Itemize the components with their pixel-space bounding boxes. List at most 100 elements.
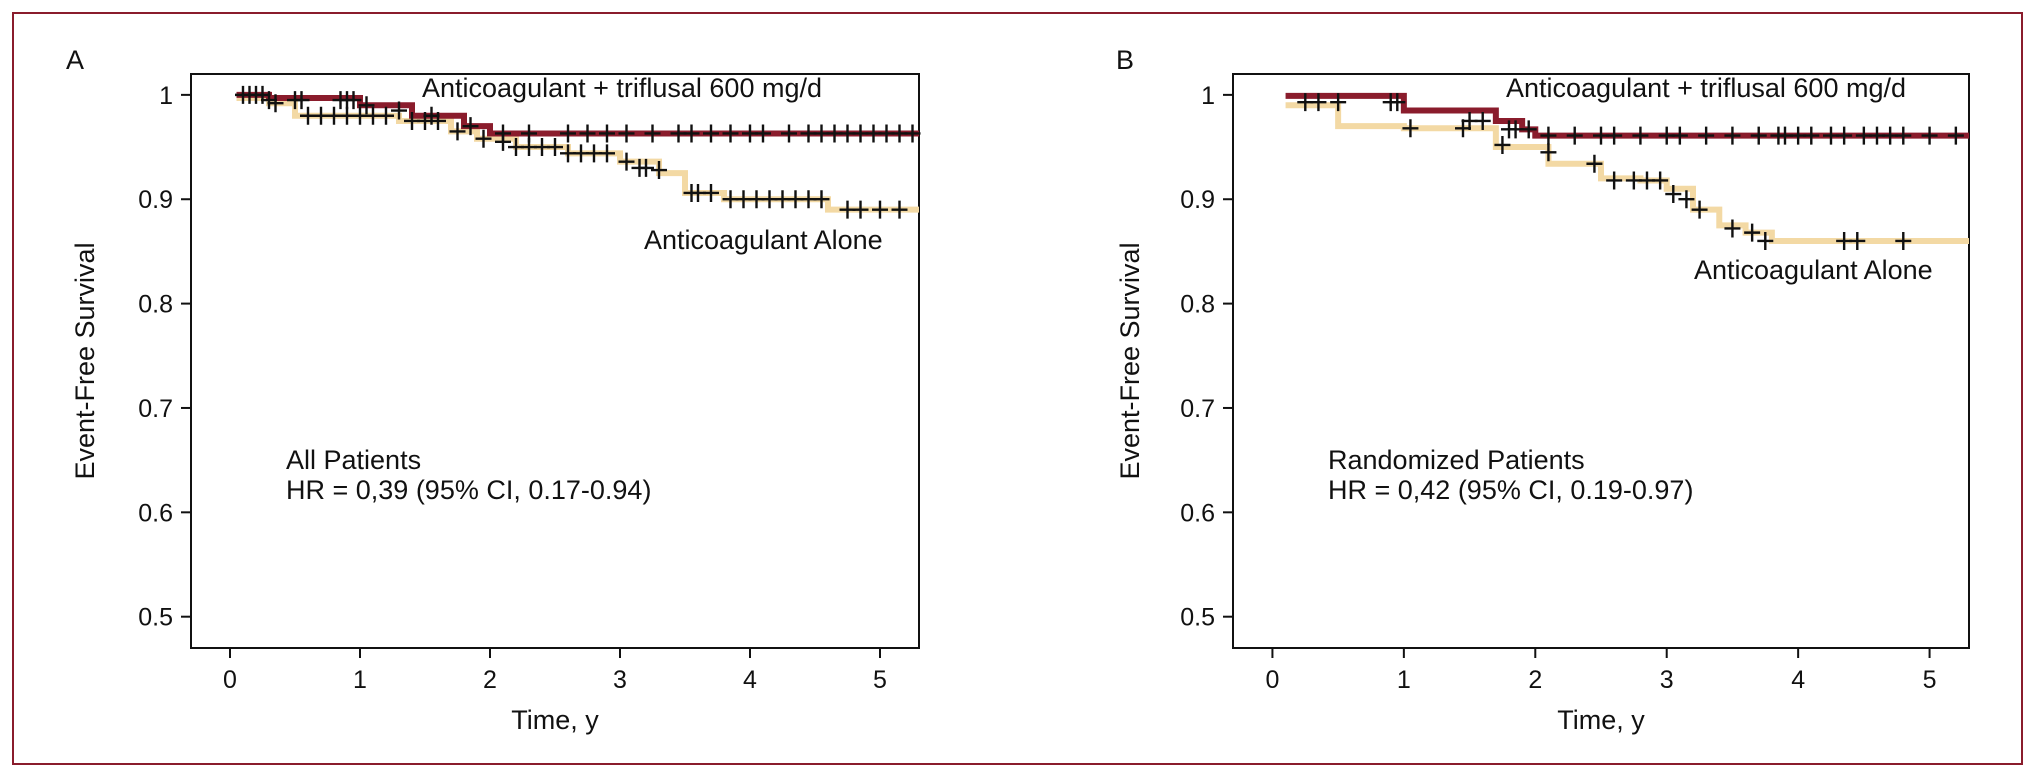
x-tick-label: 2 xyxy=(1528,666,1542,694)
panel-a-letter: A xyxy=(66,45,84,75)
x-axis-title: Time, y xyxy=(1557,705,1645,735)
censor-mark-alone xyxy=(1494,135,1511,154)
censor-mark-alone xyxy=(1665,185,1682,204)
censor-mark-triflusal xyxy=(1310,93,1327,112)
censor-mark-triflusal xyxy=(1698,126,1715,145)
censor-mark-alone xyxy=(1455,119,1471,138)
x-tick-label: 1 xyxy=(1397,666,1411,694)
censor-mark-triflusal xyxy=(579,124,596,143)
censor-mark-alone xyxy=(378,106,394,125)
panel-b-chart: 0.5 0.6 0.7 0.8 0.9 1 0 1 2 3 4 5 Time, y Event-Free … xyxy=(1115,45,1970,735)
censor-mark-alone xyxy=(638,158,654,177)
censor-mark-triflusal xyxy=(1474,111,1491,130)
y-tick-label: 0.7 xyxy=(138,395,173,423)
y-tick-label: 0.8 xyxy=(138,291,173,319)
censor-mark-triflusal xyxy=(1750,126,1767,145)
censor-mark-alone xyxy=(813,190,830,209)
hazard-ratio-annotation: HR = 0,39 (95% CI, 0.17-0.94) xyxy=(286,475,651,505)
x-tick-label: 4 xyxy=(1791,666,1805,694)
censor-mark-alone xyxy=(1691,200,1708,219)
censor-mark-alone xyxy=(852,200,869,219)
censor-mark-triflusal xyxy=(1540,126,1557,145)
panel-a-chart: 0.5 0.6 0.7 0.8 0.9 1 0 1 2 3 4 5 Time, y Event-Free … xyxy=(66,45,921,735)
censor-mark-triflusal xyxy=(1895,126,1912,145)
series-label-triflusal: Anticoagulant + triflusal 600 mg/d xyxy=(422,73,822,103)
censor-mark-alone xyxy=(495,132,511,151)
censor-mark-triflusal xyxy=(755,124,771,143)
censor-mark-triflusal xyxy=(599,124,615,143)
censor-mark-alone xyxy=(651,161,667,180)
figure-frame: 0.5 0.6 0.7 0.8 0.9 1 0 1 2 3 4 5 Time, y Event-Free … xyxy=(12,12,2023,765)
censor-mark-alone xyxy=(1652,171,1669,190)
hazard-ratio-annotation: HR = 0,42 (95% CI, 0.19-0.97) xyxy=(1328,475,1693,505)
censor-mark-triflusal xyxy=(1803,126,1820,145)
y-tick-label: 0.9 xyxy=(1180,186,1215,214)
x-tick-label: 3 xyxy=(1660,666,1674,694)
x-tick-label: 3 xyxy=(613,666,627,694)
censor-mark-alone xyxy=(475,129,492,148)
censor-mark-triflusal xyxy=(1520,120,1537,139)
y-tick-label: 0.5 xyxy=(1180,604,1215,632)
censor-mark-alone xyxy=(449,122,466,141)
x-tick-label: 0 xyxy=(223,666,237,694)
censor-mark-alone xyxy=(267,94,284,113)
censor-mark-triflusal xyxy=(1389,93,1406,112)
censor-mark-alone xyxy=(1895,231,1912,250)
km-chart-figure: 0.5 0.6 0.7 0.8 0.9 1 0 1 2 3 4 5 Time, y Event-Free … xyxy=(66,45,1970,735)
plot-area xyxy=(1232,73,1970,649)
y-tick-label: 0.8 xyxy=(1180,291,1215,319)
y-axis-title: Event-Free Survival xyxy=(70,242,100,479)
censor-mark-triflusal xyxy=(722,124,739,143)
censor-mark-alone xyxy=(872,200,888,219)
censor-mark-alone xyxy=(1724,219,1741,238)
censor-mark-triflusal xyxy=(1606,126,1623,145)
censor-mark-triflusal xyxy=(1921,126,1938,145)
group-annotation: Randomized Patients xyxy=(1328,445,1585,475)
x-axis-title: Time, y xyxy=(511,705,599,735)
panel-b-letter: B xyxy=(1116,45,1134,75)
series-line-alone xyxy=(1285,102,1969,244)
censor-mark-triflusal xyxy=(1566,126,1583,145)
censor-mark-alone xyxy=(1540,143,1557,162)
x-tick-label: 1 xyxy=(353,666,367,694)
x-tick-label: 5 xyxy=(873,666,887,694)
group-annotation: All Patients xyxy=(286,445,421,475)
censor-mark-alone xyxy=(1606,171,1623,190)
censor-mark-triflusal xyxy=(904,124,921,143)
censor-mark-triflusal xyxy=(1632,126,1649,145)
censor-mark-alone xyxy=(1678,190,1695,209)
censor-mark-alone xyxy=(547,138,563,157)
censor-mark-alone xyxy=(891,200,908,219)
censor-mark-triflusal xyxy=(1671,126,1688,145)
x-tick-label: 4 xyxy=(743,666,757,694)
series-label-triflusal: Anticoagulant + triflusal 600 mg/d xyxy=(1506,73,1906,103)
censor-mark-triflusal xyxy=(644,124,661,143)
series-label-alone: Anticoagulant Alone xyxy=(1694,255,1933,285)
censor-mark-alone xyxy=(1744,223,1761,242)
censor-mark-triflusal xyxy=(358,96,375,115)
censor-mark-triflusal xyxy=(345,91,362,110)
censor-mark-alone xyxy=(599,144,615,163)
x-tick-label: 2 xyxy=(483,666,497,694)
censor-mark-triflusal xyxy=(618,124,635,143)
censor-mark-triflusal xyxy=(781,124,797,143)
censor-mark-triflusal xyxy=(462,117,479,136)
censor-mark-alone xyxy=(1586,154,1603,173)
censor-mark-triflusal xyxy=(391,101,407,120)
y-tick-label: 0.5 xyxy=(138,604,173,632)
censor-mark-alone xyxy=(1402,119,1419,138)
y-tick-label: 0.6 xyxy=(1180,499,1215,527)
censor-mark-alone xyxy=(1849,231,1866,250)
censor-mark-triflusal xyxy=(683,124,700,143)
censor-mark-alone xyxy=(1757,231,1774,250)
censor-mark-triflusal xyxy=(1947,126,1964,145)
y-axis-title: Event-Free Survival xyxy=(1115,242,1145,479)
censor-mark-triflusal xyxy=(1836,126,1853,145)
censor-mark-triflusal xyxy=(703,124,719,143)
y-tick-label: 1 xyxy=(159,82,173,110)
series-label-alone: Anticoagulant Alone xyxy=(644,225,883,255)
y-tick-label: 1 xyxy=(1201,82,1215,110)
censor-mark-triflusal xyxy=(1330,93,1347,112)
censor-mark-triflusal xyxy=(560,124,576,143)
plot-area xyxy=(190,73,920,649)
